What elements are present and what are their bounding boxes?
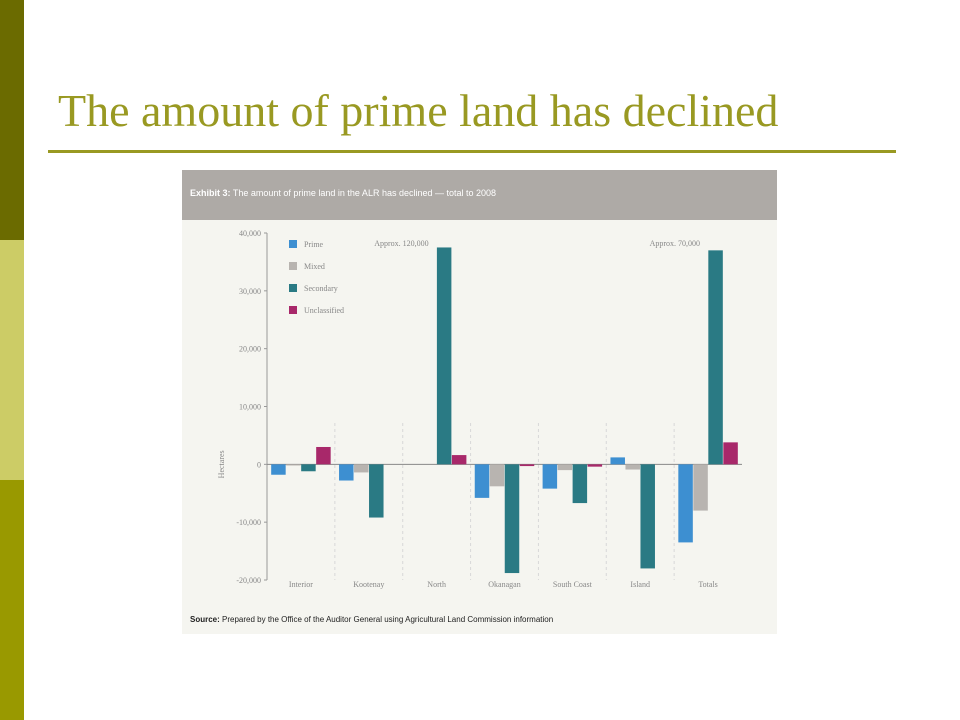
bar-prime-south-coast [542, 464, 558, 489]
source-text: Prepared by the Office of the Auditor Ge… [222, 615, 554, 624]
bar-mixed-okanagan [489, 464, 505, 487]
bar-unclassified-okanagan [519, 464, 535, 467]
x-tick-label: Okanagan [488, 580, 520, 589]
bar-secondary-island [640, 464, 655, 569]
y-axis-label: Hectares [217, 450, 226, 478]
x-tick-label: Kootenay [353, 580, 384, 589]
y-tick-label: -10,000 [236, 518, 261, 527]
exhibit-caption-line: Exhibit 3: The amount of prime land in t… [190, 188, 496, 198]
decor-band-middle [0, 240, 24, 480]
x-tick-label: North [427, 580, 446, 589]
exhibit-caption: The amount of prime land in the ALR has … [232, 188, 497, 198]
x-tick-label: Island [630, 580, 650, 589]
bar-prime-kootenay [339, 464, 354, 481]
bar-mixed-totals [693, 464, 708, 511]
y-tick-label: 40,000 [239, 229, 261, 238]
bar-unclassified-interior [316, 446, 331, 465]
bar-mixed-interior [286, 464, 301, 466]
x-tick-label: South Coast [553, 580, 593, 589]
bar-secondary-north [436, 247, 452, 465]
legend-swatch-mixed [289, 262, 297, 270]
legend-label-mixed: Mixed [304, 262, 325, 271]
x-tick-label: Totals [698, 580, 717, 589]
legend-label-secondary: Secondary [304, 284, 338, 293]
annotation-label: Approx. 70,000 [650, 239, 700, 248]
bar-secondary-okanagan [504, 464, 520, 574]
bar-secondary-south-coast [572, 464, 588, 504]
bar-secondary-totals [708, 250, 723, 465]
bar-unclassified-north [451, 455, 467, 465]
bar-mixed-island [625, 464, 640, 470]
decor-band-bottom [0, 480, 24, 720]
legend-label-prime: Prime [304, 240, 324, 249]
bar-mixed-south-coast [557, 464, 573, 471]
y-tick-label: 30,000 [239, 287, 261, 296]
legend-swatch-unclassified [289, 306, 297, 314]
bar-mixed-kootenay [354, 464, 369, 473]
exhibit-header: Exhibit 3: The amount of prime land in t… [182, 170, 777, 220]
y-tick-label: -20,000 [236, 576, 261, 585]
decor-band-top [0, 0, 24, 240]
legend-swatch-prime [289, 240, 297, 248]
source-label: Source: [190, 615, 220, 624]
slide-title: The amount of prime land has declined [58, 85, 779, 136]
title-rule [48, 150, 896, 153]
bar-secondary-kootenay [369, 464, 384, 518]
y-tick-label: 0 [257, 460, 261, 469]
bar-unclassified-south-coast [587, 464, 603, 467]
bar-prime-interior [271, 464, 286, 475]
legend-swatch-secondary [289, 284, 297, 292]
legend-label-unclassified: Unclassified [304, 306, 344, 315]
bar-unclassified-totals [723, 442, 738, 465]
bar-secondary-interior [301, 464, 316, 472]
bar-chart: 40,000 30,000 20,000 10,000 0 -10,000 -20,000 H… [217, 229, 742, 589]
bar-prime-totals [678, 464, 693, 543]
y-tick-label: 20,000 [239, 345, 261, 354]
exhibit-label: Exhibit 3: [190, 188, 231, 198]
y-tick-label: 10,000 [239, 403, 261, 412]
bar-prime-okanagan [474, 464, 490, 498]
bar-prime-island [610, 457, 625, 465]
annotation-label: Approx. 120,000 [374, 239, 428, 248]
source-note: Source: Prepared by the Office of the Au… [190, 615, 553, 624]
exhibit-figure: Exhibit 3: The amount of prime land in t… [182, 170, 777, 634]
x-tick-label: Interior [289, 580, 313, 589]
